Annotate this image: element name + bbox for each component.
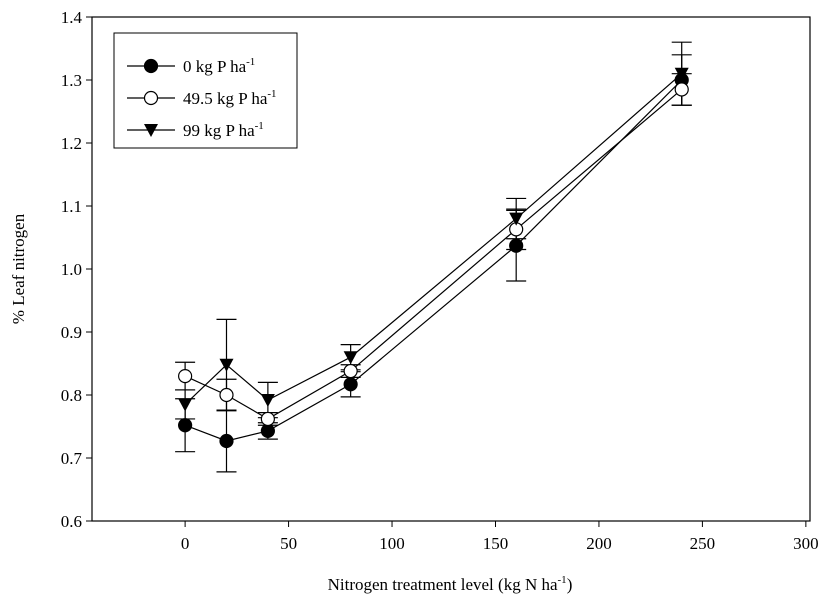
legend-label-sup: -1 xyxy=(267,88,276,100)
data-point xyxy=(674,67,689,81)
data-point xyxy=(219,387,234,403)
data-point xyxy=(260,394,275,408)
data-point xyxy=(260,411,275,427)
x-axis-label-sup: -1 xyxy=(558,574,567,586)
legend-label-sup: -1 xyxy=(246,56,255,68)
y-tick-label: 1.3 xyxy=(61,71,82,90)
y-tick-label: 0.7 xyxy=(61,449,83,468)
x-tick-label: 200 xyxy=(586,534,612,553)
y-tick-label: 1.2 xyxy=(61,134,82,153)
x-tick-label: 0 xyxy=(181,534,190,553)
legend-label-main: 99 kg P ha xyxy=(183,121,255,140)
data-point xyxy=(509,212,524,226)
y-axis-label: % Leaf nitrogen xyxy=(9,213,28,324)
data-point xyxy=(219,358,234,372)
data-point xyxy=(343,351,358,365)
y-tick-label: 0.8 xyxy=(61,386,82,405)
series-line xyxy=(184,73,683,405)
x-tick-label: 150 xyxy=(483,534,509,553)
series-line xyxy=(184,88,683,420)
x-tick-label: 250 xyxy=(690,534,716,553)
legend-label: 49.5 kg P ha-1 xyxy=(183,88,277,108)
x-axis-label: Nitrogen treatment level (kg N ha-1) xyxy=(328,574,573,594)
y-tick-label: 0.6 xyxy=(61,512,82,531)
x-axis-label-main: Nitrogen treatment level (kg N ha xyxy=(328,575,558,594)
legend-label-sup: -1 xyxy=(255,120,264,132)
data-point xyxy=(674,82,689,97)
legend-marker xyxy=(143,58,159,74)
data-point xyxy=(260,423,275,439)
data-point xyxy=(178,398,193,412)
y-tick-label: 1.0 xyxy=(61,260,82,279)
data-point xyxy=(178,369,193,384)
data-point xyxy=(343,377,358,392)
legend-label: 0 kg P ha-1 xyxy=(183,56,255,76)
data-point xyxy=(343,363,358,379)
data-point xyxy=(219,433,234,449)
x-tick-label: 100 xyxy=(379,534,405,553)
y-tick-label: 0.9 xyxy=(61,323,82,342)
y-tick-label: 1.4 xyxy=(61,8,83,27)
x-axis-label-end: ) xyxy=(567,575,573,594)
y-tick-label: 1.1 xyxy=(61,197,82,216)
legend-label: 99 kg P ha-1 xyxy=(183,120,264,140)
x-tick-label: 50 xyxy=(280,534,297,553)
legend-marker xyxy=(143,90,159,106)
legend-box xyxy=(113,32,298,149)
data-point xyxy=(509,238,524,253)
data-point xyxy=(178,418,193,433)
legend-marker xyxy=(144,124,158,137)
series-line xyxy=(184,79,683,442)
legend-label-main: 49.5 kg P ha xyxy=(183,89,268,108)
x-tick-label: 300 xyxy=(793,534,819,553)
legend-label-main: 0 kg P ha xyxy=(183,57,247,76)
